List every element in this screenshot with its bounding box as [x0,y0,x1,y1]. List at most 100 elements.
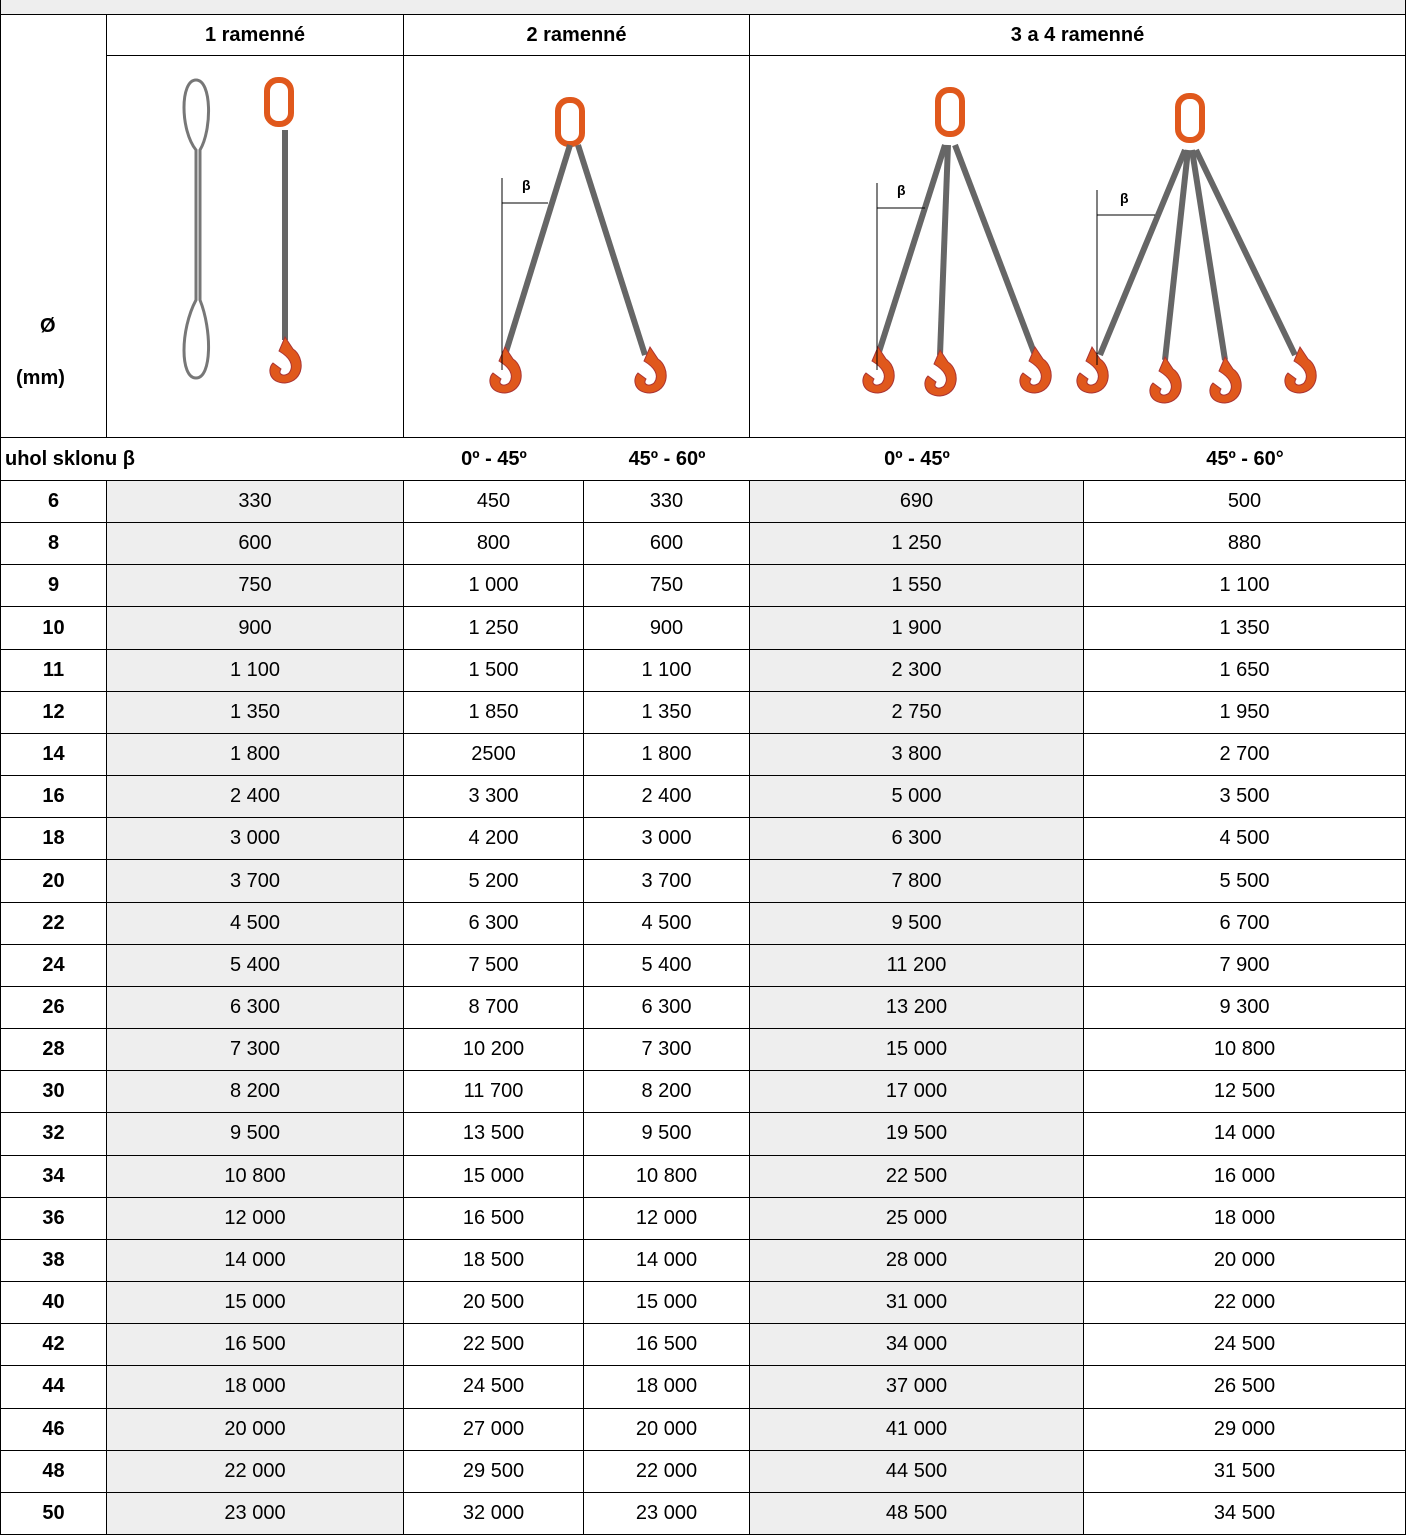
capacity-cell: 48 500 [750,1492,1084,1535]
capacity-cell: 34 000 [750,1324,1084,1367]
capacity-cell: 1 100 [1084,565,1406,608]
group-header: 1 ramenné [107,15,404,56]
capacity-cell: 900 [584,607,750,650]
capacity-cell: 10 800 [584,1155,750,1198]
diameter-cell: 42 [0,1324,107,1367]
diameter-cell: 22 [0,902,107,945]
capacity-cell: 2 700 [1084,733,1406,777]
capacity-cell: 15 000 [107,1282,404,1325]
diameter-cell: 8 [0,523,107,566]
capacity-cell: 7 500 [404,944,584,987]
capacity-cell: 5 400 [107,944,404,987]
capacity-cell: 1 350 [107,691,404,734]
capacity-cell: 15 000 [404,1155,584,1198]
capacity-cell: 16 500 [107,1324,404,1367]
capacity-cell: 1 000 [404,565,584,608]
diameter-cell: 14 [0,733,107,777]
diameter-cell: 18 [0,818,107,861]
capacity-cell: 15 000 [750,1029,1084,1072]
angle-header: 0º - 45º [404,438,584,481]
capacity-cell: 1 900 [750,607,1084,650]
capacity-cell: 750 [584,565,750,608]
capacity-cell: 900 [107,607,404,650]
capacity-cell: 600 [107,523,404,566]
diameter-cell: 11 [0,649,107,692]
diameter-cell: 38 [0,1239,107,1283]
capacity-cell: 6 300 [107,986,404,1030]
capacity-cell: 19 500 [750,1113,1084,1156]
diameter-cell: 12 [0,691,107,734]
capacity-cell: 1 100 [107,649,404,692]
group-header: 2 ramenné [404,15,750,56]
capacity-cell: 330 [584,481,750,524]
capacity-cell: 23 000 [584,1492,750,1535]
capacity-cell: 1 950 [1084,691,1406,734]
header-text: Ø [40,315,56,337]
diameter-cell: 30 [0,1071,107,1114]
capacity-cell: 29 500 [404,1450,584,1493]
capacity-cell: 34 500 [1084,1492,1406,1535]
illustration-cell [404,56,750,438]
capacity-cell: 600 [584,523,750,566]
capacity-cell: 9 500 [584,1113,750,1156]
capacity-cell: 880 [1084,523,1406,566]
capacity-cell: 12 000 [584,1197,750,1240]
capacity-cell: 12 500 [1084,1071,1406,1114]
capacity-cell: 4 500 [584,902,750,945]
diameter-cell: 16 [0,776,107,819]
capacity-cell: 1 500 [404,649,584,692]
capacity-cell: 6 300 [404,902,584,945]
capacity-cell: 15 000 [584,1282,750,1325]
capacity-cell: 26 500 [1084,1366,1406,1409]
angle-header: 0º - 45º [750,438,1084,481]
capacity-cell: 1 250 [750,523,1084,566]
capacity-cell: 8 200 [584,1071,750,1114]
capacity-cell: 37 000 [750,1366,1084,1409]
capacity-cell: 16 500 [584,1324,750,1367]
capacity-cell: 1 850 [404,691,584,734]
illustration-cell [750,56,1406,438]
capacity-cell: 330 [107,481,404,524]
capacity-cell: 29 000 [1084,1408,1406,1451]
capacity-cell: 1 650 [1084,649,1406,692]
capacity-cell: 10 800 [1084,1029,1406,1072]
capacity-cell: 14 000 [584,1239,750,1283]
capacity-cell: 1 250 [404,607,584,650]
capacity-cell: 11 200 [750,944,1084,987]
illustration-cell [107,56,404,438]
capacity-cell: 7 800 [750,860,1084,903]
capacity-cell: 23 000 [107,1492,404,1535]
diameter-cell: 9 [0,565,107,608]
diameter-cell: 36 [0,1197,107,1240]
group-header: 3 a 4 ramenné [750,15,1406,56]
title-band [0,0,1406,15]
capacity-cell: 5 000 [750,776,1084,819]
capacity-cell: 20 000 [584,1408,750,1451]
capacity-cell: 22 000 [1084,1282,1406,1325]
capacity-cell: 22 000 [107,1450,404,1493]
capacity-cell: 3 500 [1084,776,1406,819]
capacity-cell: 16 000 [1084,1155,1406,1198]
capacity-cell: 9 500 [750,902,1084,945]
capacity-cell: 22 000 [584,1450,750,1493]
capacity-cell: 3 700 [107,860,404,903]
capacity-cell: 28 000 [750,1239,1084,1283]
capacity-cell: 4 200 [404,818,584,861]
capacity-cell: 41 000 [750,1408,1084,1451]
capacity-cell: 27 000 [404,1408,584,1451]
capacity-cell: 22 500 [750,1155,1084,1198]
capacity-cell: 9 500 [107,1113,404,1156]
diameter-cell: 50 [0,1492,107,1535]
capacity-cell: 2500 [404,733,584,777]
capacity-cell: 500 [1084,481,1406,524]
capacity-cell: 1 350 [1084,607,1406,650]
capacity-cell: 690 [750,481,1084,524]
header-text: (mm) [16,367,65,389]
capacity-cell: 3 700 [584,860,750,903]
diameter-cell: 10 [0,607,107,650]
capacity-cell: 2 400 [584,776,750,819]
capacity-cell: 7 900 [1084,944,1406,987]
diameter-cell: 46 [0,1408,107,1451]
capacity-cell: 20 500 [404,1282,584,1325]
